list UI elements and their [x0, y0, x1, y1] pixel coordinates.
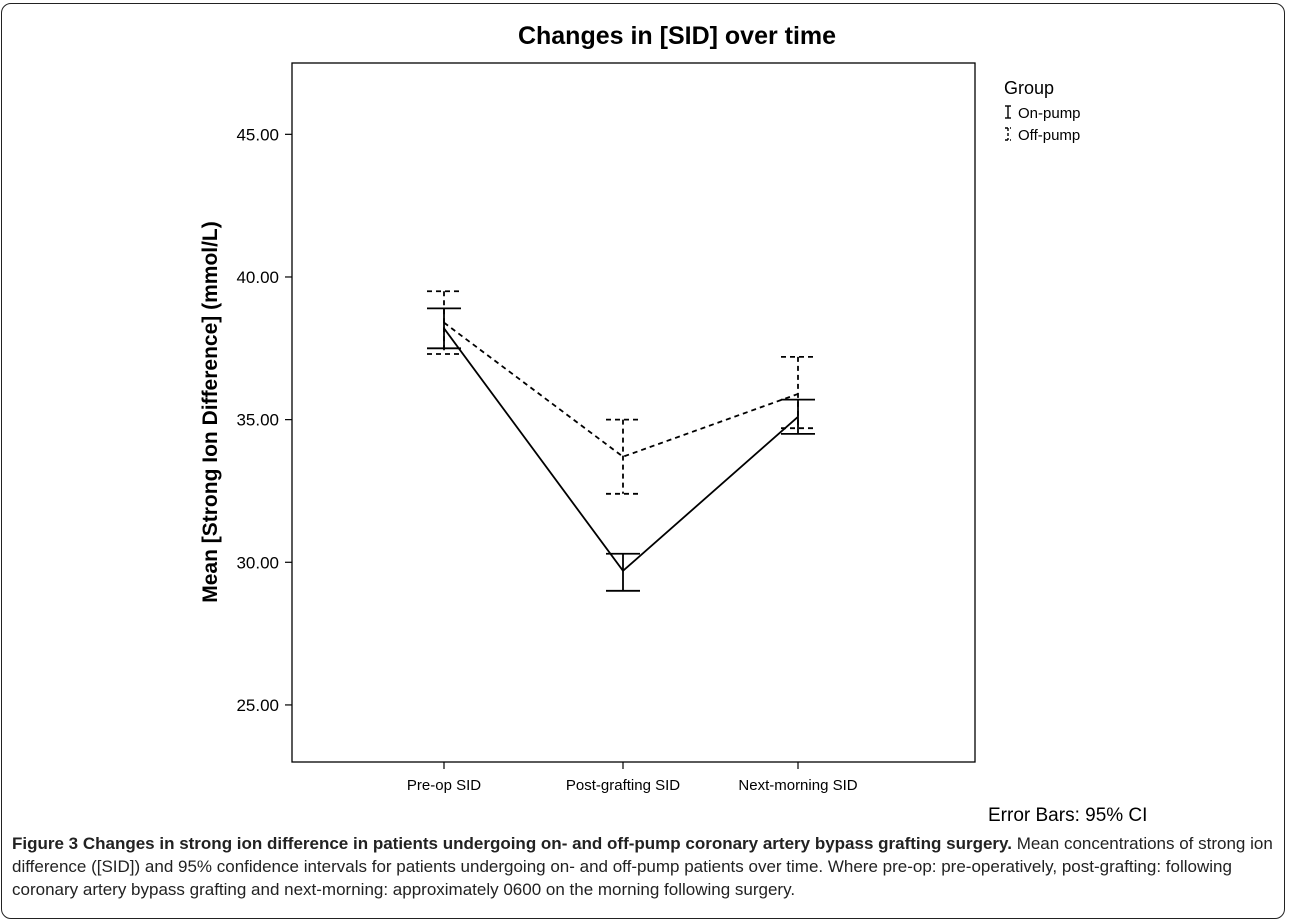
y-axis-label: Mean [Strong Ion Difference] (mmol/L): [199, 221, 222, 603]
x-tick-label: Next-morning SID: [738, 777, 857, 794]
error-bar-note: Error Bars: 95% CI: [988, 805, 1147, 826]
x-tick-label: Pre-op SID: [407, 777, 481, 794]
y-axis: 25.00 30.00 35.00 40.00 45.00: [236, 125, 292, 715]
on-pump-line: [443, 327, 799, 573]
sid-line-chart: Changes in [SID] over time 25.00 30.00 35.…: [199, 22, 1147, 826]
x-tick-label: Post-grafting SID: [566, 777, 680, 794]
figure-caption: Figure 3 Changes in strong ion differenc…: [12, 832, 1278, 901]
x-axis: Pre-op SID Post-grafting SID Next-morning …: [407, 762, 858, 794]
y-tick-label: 45.00: [236, 125, 279, 144]
figure-frame: [1, 3, 1285, 919]
y-tick-label: 25.00: [236, 696, 279, 715]
legend-on-pump-label: On-pump: [1018, 105, 1081, 122]
plot-area: [291, 62, 976, 763]
legend: Group On-pump Off-pump: [1004, 78, 1081, 144]
legend-off-pump-label: Off-pump: [1018, 127, 1080, 144]
legend-title: Group: [1004, 78, 1054, 98]
y-tick-label: 30.00: [236, 553, 279, 572]
series-layer: [427, 290, 815, 592]
caption-text: Mean concentrations of strong ion differ…: [12, 834, 1273, 899]
off-pump-line: [443, 321, 799, 458]
caption-label: Figure 3 Changes in strong ion differenc…: [12, 834, 1012, 853]
y-tick-label: 35.00: [236, 411, 279, 430]
y-tick-label: 40.00: [236, 268, 279, 287]
chart-title: Changes in [SID] over time: [518, 22, 836, 50]
